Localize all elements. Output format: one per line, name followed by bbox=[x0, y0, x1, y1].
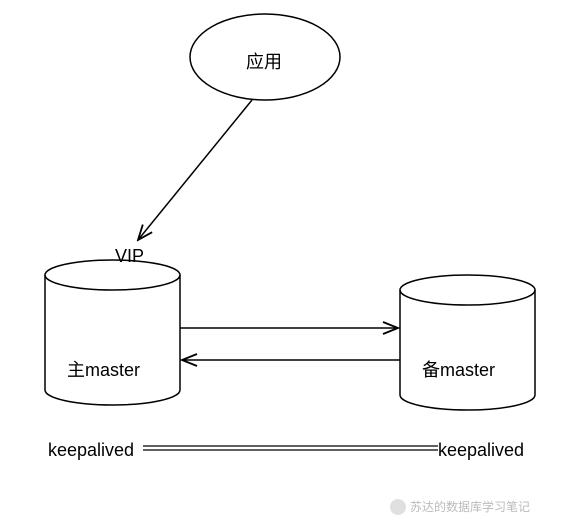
keepalived-link bbox=[143, 446, 438, 450]
master-primary-node bbox=[45, 260, 180, 405]
app-label: 应用 bbox=[246, 48, 282, 74]
watermark: 苏达的数据库学习笔记 bbox=[390, 498, 530, 515]
master-primary-label: 主master bbox=[67, 356, 140, 382]
watermark-text: 苏达的数据库学习笔记 bbox=[410, 498, 530, 515]
keepalived-right-label: keepalived bbox=[438, 440, 524, 461]
keepalived-left-label: keepalived bbox=[48, 440, 134, 461]
vip-label: VIP bbox=[115, 246, 144, 267]
wechat-icon bbox=[390, 499, 406, 515]
master-backup-node bbox=[400, 275, 535, 410]
master-backup-label: 备master bbox=[422, 356, 495, 382]
edge-app-to-vip bbox=[138, 100, 252, 240]
